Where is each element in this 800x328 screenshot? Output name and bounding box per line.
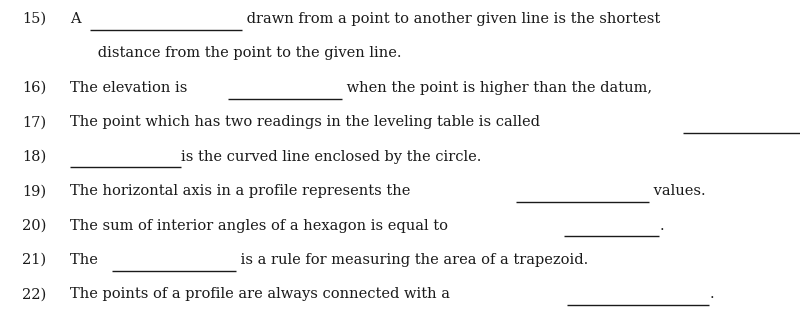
Text: The horizontal axis in a profile represents the: The horizontal axis in a profile represe… [70,184,415,198]
Text: 17): 17) [22,115,46,129]
Text: drawn from a point to another given line is the shortest: drawn from a point to another given line… [242,12,661,26]
Text: values.: values. [649,184,706,198]
Text: _______________: _______________ [683,116,794,130]
Text: 16): 16) [22,81,46,95]
Text: The points of a profile are always connected with a: The points of a profile are always conne… [70,287,455,301]
Text: 21): 21) [22,253,46,267]
Text: ______________: ______________ [515,185,619,199]
Text: ___________: ___________ [70,151,156,165]
Text: ____________: ____________ [228,82,316,96]
Text: The: The [70,253,103,267]
Text: The point which has two readings in the leveling table is called: The point which has two readings in the … [70,115,545,129]
Text: .: . [710,287,714,301]
Text: __________: __________ [564,219,638,234]
Text: when the point is higher than the datum,: when the point is higher than the datum, [342,81,652,95]
Text: 18): 18) [22,150,46,164]
Text: ________________: ________________ [90,13,208,27]
Text: A: A [70,12,86,26]
Text: _______________: _______________ [566,288,678,302]
Text: 20): 20) [22,218,46,233]
Text: The sum of interior angles of a hexagon is equal to: The sum of interior angles of a hexagon … [70,218,453,233]
Text: _____________: _____________ [112,254,208,268]
Text: The elevation is: The elevation is [70,81,192,95]
Text: 15): 15) [22,12,46,26]
Text: .: . [659,218,664,233]
Text: is the curved line enclosed by the circle.: is the curved line enclosed by the circl… [181,150,482,164]
Text: 19): 19) [22,184,46,198]
Text: distance from the point to the given line.: distance from the point to the given lin… [70,46,402,60]
Text: is a rule for measuring the area of a trapezoid.: is a rule for measuring the area of a tr… [236,253,588,267]
Text: 22): 22) [22,287,46,301]
